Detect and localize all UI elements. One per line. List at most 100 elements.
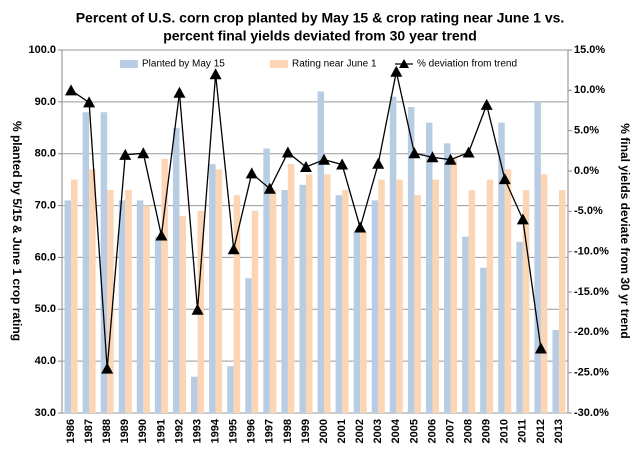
- marker: [426, 151, 439, 163]
- x-tick-label: 2010: [499, 419, 511, 443]
- y2-tick-label: -15.0%: [574, 286, 609, 298]
- marker: [480, 98, 493, 110]
- legend-swatch: [270, 60, 288, 68]
- x-tick-label: 2004: [390, 418, 402, 443]
- y2-tick-label: -30.0%: [574, 407, 609, 419]
- marker: [155, 229, 168, 241]
- x-tick-label: 1987: [83, 419, 95, 443]
- marker: [263, 182, 276, 194]
- legend-swatch: [399, 59, 409, 68]
- y2-tick-label: 5.0%: [574, 125, 599, 137]
- marker: [534, 342, 547, 354]
- bar: [432, 179, 439, 413]
- bar: [287, 164, 295, 413]
- bar: [136, 200, 144, 413]
- bar: [378, 179, 385, 413]
- bar: [486, 179, 494, 413]
- marker: [281, 146, 294, 158]
- bar: [263, 148, 270, 413]
- bar: [251, 210, 259, 413]
- bar: [414, 195, 421, 413]
- bar: [143, 205, 150, 413]
- bar: [161, 158, 168, 413]
- marker: [444, 153, 457, 165]
- marker: [516, 213, 529, 225]
- x-tick-label: 2012: [535, 419, 547, 443]
- bar: [552, 330, 559, 413]
- y-tick-label: 80.0: [35, 148, 56, 160]
- bar: [558, 190, 566, 413]
- marker: [209, 68, 222, 80]
- x-tick-label: 2005: [408, 419, 420, 443]
- bar: [335, 195, 343, 413]
- y-tick-label: 90.0: [35, 96, 56, 108]
- x-tick-label: 1988: [101, 419, 113, 443]
- chart-title: percent final yields deviated from 30 ye…: [163, 28, 477, 44]
- bar: [498, 122, 505, 413]
- y2-axis-label: % final yields deviate from 30 yr trend: [618, 123, 632, 338]
- x-tick-label: 2013: [553, 419, 565, 443]
- marker: [408, 147, 421, 159]
- bar: [360, 231, 367, 413]
- marker: [119, 148, 132, 160]
- marker: [227, 243, 240, 255]
- x-tick-label: 1994: [210, 418, 222, 443]
- legend-swatch: [120, 60, 138, 68]
- y-tick-label: 60.0: [35, 251, 56, 263]
- marker: [101, 362, 114, 374]
- bar: [269, 190, 277, 413]
- legend-label: Rating near June 1: [292, 59, 377, 70]
- bar: [89, 169, 96, 413]
- x-tick-label: 2006: [426, 419, 438, 443]
- x-tick-label: 2001: [336, 419, 348, 443]
- bar: [342, 190, 349, 413]
- legend-label: % deviation from trend: [417, 59, 517, 70]
- bar: [227, 366, 234, 413]
- marker: [498, 173, 511, 185]
- y2-tick-label: -10.0%: [574, 246, 609, 258]
- marker: [372, 157, 385, 169]
- marker: [390, 65, 403, 77]
- bar: [450, 158, 458, 413]
- bar: [71, 179, 78, 413]
- bar: [317, 91, 325, 413]
- bar: [191, 376, 198, 413]
- bar: [522, 190, 530, 413]
- bar: [179, 215, 186, 413]
- marker: [299, 160, 312, 172]
- bar: [425, 122, 433, 413]
- marker: [137, 147, 150, 159]
- legend-label: Planted by May 15: [142, 59, 225, 70]
- x-tick-label: 2009: [481, 419, 493, 443]
- marker: [318, 153, 331, 165]
- bar: [107, 190, 114, 413]
- bar: [444, 143, 451, 414]
- bar: [407, 107, 415, 414]
- x-tick-label: 1995: [228, 419, 240, 443]
- y-tick-label: 30.0: [35, 407, 56, 419]
- bar: [209, 164, 216, 413]
- y2-tick-label: -5.0%: [574, 205, 603, 217]
- x-tick-label: 1991: [155, 419, 167, 443]
- bar: [245, 278, 252, 413]
- bar: [299, 184, 306, 413]
- bar: [64, 200, 72, 413]
- x-tick-label: 1992: [173, 419, 185, 443]
- bar: [100, 112, 108, 413]
- marker: [83, 96, 96, 108]
- chart-title: Percent of U.S. corn crop planted by May…: [76, 10, 565, 26]
- bar: [118, 200, 126, 413]
- marker: [336, 158, 349, 170]
- y-axis-label: % planted by 5/15 & June 1 crop rating: [10, 121, 24, 341]
- x-tick-label: 1999: [300, 419, 312, 443]
- bar: [504, 169, 512, 413]
- marker: [173, 86, 186, 98]
- y2-tick-label: 0.0%: [574, 165, 599, 177]
- y2-tick-label: -20.0%: [574, 326, 609, 338]
- x-tick-label: 2000: [318, 419, 330, 443]
- marker: [245, 167, 258, 179]
- y-tick-label: 100.0: [28, 44, 56, 56]
- bar: [215, 169, 223, 413]
- y-tick-label: 70.0: [35, 199, 56, 211]
